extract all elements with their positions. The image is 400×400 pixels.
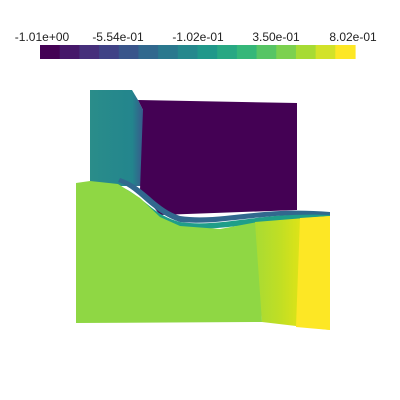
region-upper-left-column bbox=[90, 90, 143, 186]
colorbar-swatch-11 bbox=[256, 45, 277, 59]
region-upper-right-block bbox=[138, 100, 297, 215]
colorbar-swatch-9 bbox=[217, 45, 238, 59]
colorbar-swatch-3 bbox=[99, 45, 120, 59]
colorbar-swatch-10 bbox=[236, 45, 258, 59]
colorbar-swatch-14 bbox=[315, 45, 336, 59]
colorbar-swatch-4 bbox=[118, 45, 140, 59]
colorbar-swatch-1 bbox=[59, 45, 80, 59]
colorbar-swatch-0 bbox=[40, 45, 61, 59]
colorbar-tick-label-4: 8.02e-01 bbox=[329, 30, 377, 44]
colorbar-tick-label-2: -1.02e-01 bbox=[172, 30, 224, 44]
colorbar-swatch-2 bbox=[79, 45, 100, 59]
colorbar bbox=[40, 45, 356, 59]
colorbar-swatch-15 bbox=[335, 45, 356, 59]
scalar-field bbox=[76, 90, 330, 330]
region-right-bright-band bbox=[296, 216, 330, 330]
region-transition-band bbox=[110, 183, 330, 229]
colorbar-swatch-6 bbox=[158, 45, 179, 59]
colorbar-swatch-7 bbox=[177, 45, 199, 59]
region-transition-edge bbox=[118, 178, 330, 223]
colorbar-tick-label-1: -5.54e-01 bbox=[92, 30, 144, 44]
colorbar-swatch-8 bbox=[197, 45, 218, 59]
region-lower-main-block bbox=[76, 181, 262, 323]
colorbar-tick-label-0: -1.01e+00 bbox=[15, 30, 70, 44]
colorbar-tick-labels: -1.01e+00 -5.54e-01 -1.02e-01 3.50e-01 8… bbox=[15, 30, 377, 44]
colorbar-swatch-5 bbox=[138, 45, 159, 59]
colorbar-swatch-12 bbox=[276, 45, 297, 59]
colorbar-tick-label-3: 3.50e-01 bbox=[252, 30, 300, 44]
colorbar-swatch-13 bbox=[295, 45, 317, 59]
